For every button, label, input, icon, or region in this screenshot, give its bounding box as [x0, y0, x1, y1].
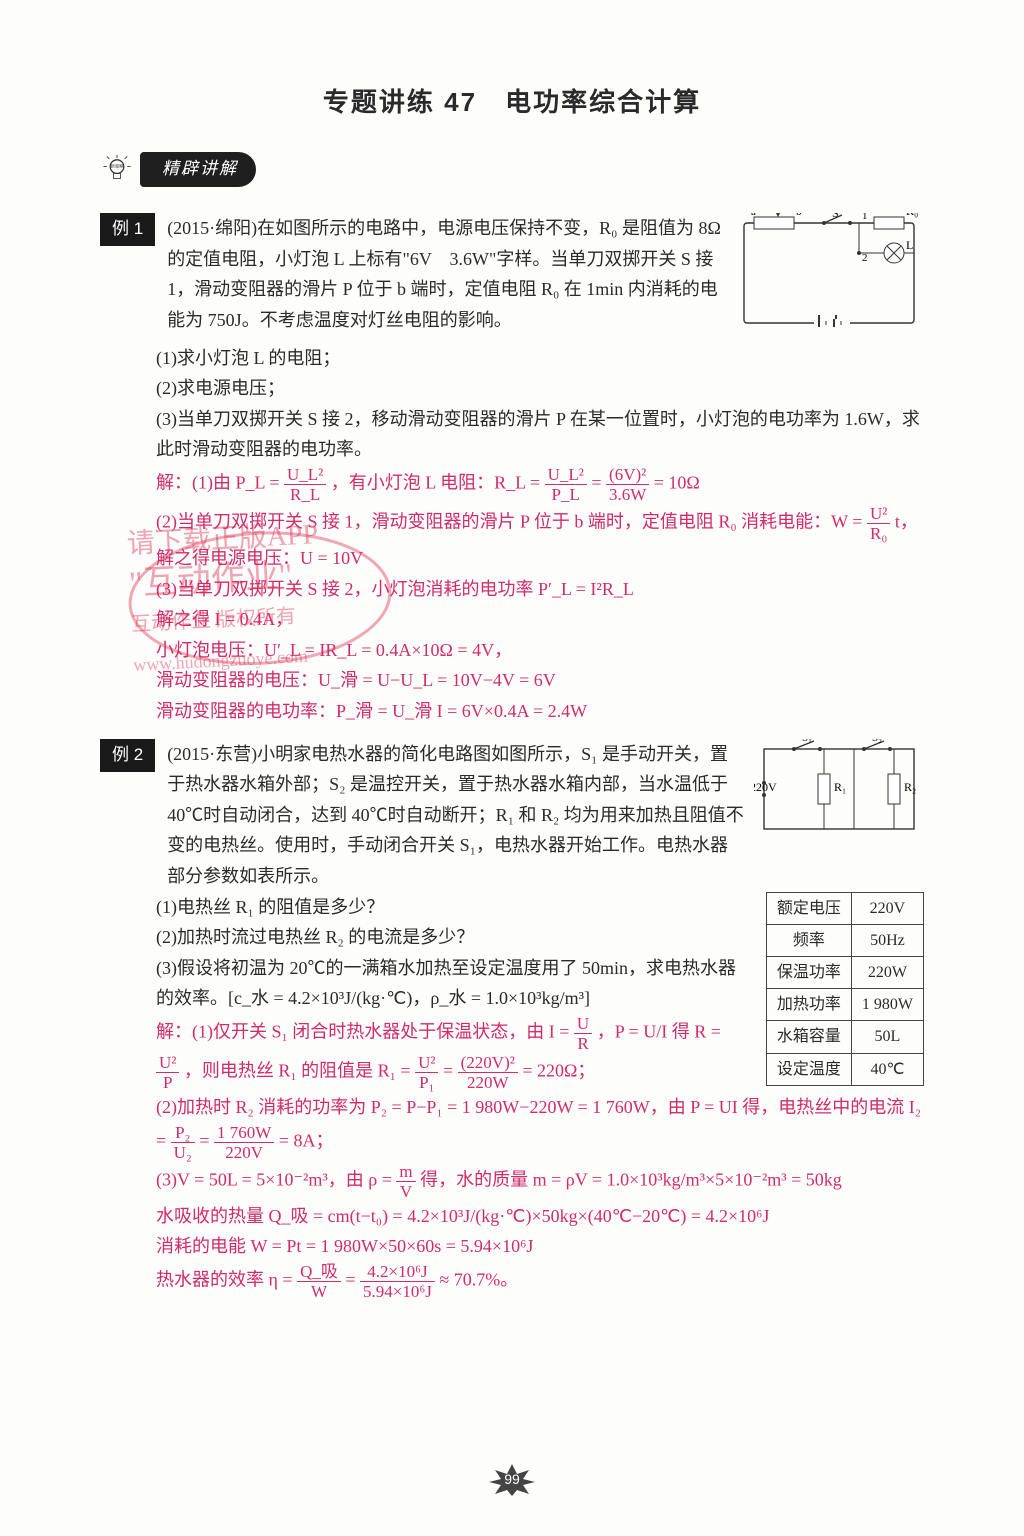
ex1-a2b: 解之得电源电压：U = 10V	[100, 543, 924, 574]
example-label: 例 1	[100, 213, 155, 246]
ex2-a2b: = P₂U₂ = 1 760W220V = 8A；	[100, 1123, 924, 1162]
table-row: 保温功率220W	[766, 956, 923, 988]
ex1-q2: (2)求电源电压；	[100, 373, 924, 404]
page-number: 99	[0, 1462, 1024, 1506]
table-row: 额定电压220V	[766, 892, 923, 924]
ex1-a3e: 滑动变阻器的电功率：P_滑 = U_滑 I = 6V×0.4A = 2.4W	[100, 696, 924, 727]
ex1-a3c: 小灯泡电压：U′_L = IR_L = 0.4A×10Ω = 4V，	[100, 635, 924, 666]
svg-text:新观察: 新观察	[111, 162, 125, 169]
ex1-q3: (3)当单刀双掷开关 S 接 2，移动滑动变阻器的滑片 P 在某一位置时，小灯泡…	[100, 404, 924, 465]
svg-text:L: L	[906, 238, 913, 252]
ex2-a2: (2)加热时 R₂ 消耗的功率为 P₂ = P−P₁ = 1 980W−220W…	[100, 1092, 924, 1123]
table-cell: 水箱容量	[766, 1021, 851, 1053]
example-1: 例 1 a P b S	[100, 213, 924, 343]
table-row: 加热功率1 980W	[766, 989, 923, 1021]
svg-text:1: 1	[862, 213, 868, 222]
ex1-q1: (1)求小灯泡 L 的电阻；	[100, 343, 924, 374]
table-cell: 220V	[851, 892, 923, 924]
ex1-a3b: 解之得 I = 0.4A，	[100, 604, 924, 635]
table-row: 设定温度40℃	[766, 1053, 923, 1085]
table-cell: 频率	[766, 924, 851, 956]
table-cell: 设定温度	[766, 1053, 851, 1085]
ex2-a3b: 水吸收的热量 Q_吸 = cm(t−t₀) = 4.2×10³J/(kg·℃)×…	[100, 1201, 924, 1232]
ex1-a3a: (3)当单刀双掷开关 S 接 2，小灯泡消耗的电功率 P′_L = I²R_L	[100, 574, 924, 605]
svg-text:2: 2	[862, 252, 868, 264]
ex1-a2: (2)当单刀双掷开关 S 接 1，滑动变阻器的滑片 P 位于 b 端时，定值电阻…	[100, 504, 924, 543]
table-cell: 50L	[851, 1021, 923, 1053]
ex2-a3c: 消耗的电能 W = Pt = 1 980W×50×60s = 5.94×10⁶J	[100, 1231, 924, 1262]
svg-text:R₁: R₁	[834, 780, 846, 794]
ex1-a1: 解：(1)由 P_L = U_L²R_L ，有小灯泡 L 电阻：R_L = U_…	[100, 465, 924, 504]
svg-text:S: S	[832, 213, 839, 220]
ex2-a3d: 热水器的效率 η = Q_吸W = 4.2×10⁶J5.94×10⁶J ≈ 70…	[100, 1262, 924, 1301]
svg-text:a: a	[751, 213, 756, 218]
lightbulb-icon: 新观察	[100, 153, 134, 187]
table-cell: 加热功率	[766, 989, 851, 1021]
parameter-table: 额定电压220V频率50Hz保温功率220W加热功率1 980W水箱容量50L设…	[766, 892, 924, 1086]
circuit-diagram-2: S₁ S₂ 220V R₁	[754, 739, 924, 849]
ex2-a3a: (3)V = 50L = 5×10⁻²m³，由 ρ = mV 得，水的质量 m …	[100, 1162, 924, 1201]
page: 专题讲练 47 电功率综合计算 新观察 精辟讲解 例 1	[0, 0, 1024, 1536]
svg-text:99: 99	[504, 1471, 520, 1487]
section-tag-label: 精辟讲解	[140, 152, 256, 187]
ex2-prompt: (2015·东营)小明家电热水器的简化电路图如图所示，S₁ 是手动开关，置于热水…	[167, 744, 744, 886]
table-cell: 保温功率	[766, 956, 851, 988]
svg-text:b: b	[796, 213, 802, 218]
ex1-a3d: 滑动变阻器的电压：U_滑 = U−U_L = 10V−4V = 6V	[100, 665, 924, 696]
table-row: 频率50Hz	[766, 924, 923, 956]
svg-text:S₂: S₂	[872, 739, 882, 744]
table-cell: 1 980W	[851, 989, 923, 1021]
lesson-title: 专题讲练 47 电功率综合计算	[100, 80, 924, 124]
svg-text:S₁: S₁	[802, 739, 812, 744]
table-cell: 50Hz	[851, 924, 923, 956]
circuit-diagram-1: a P b S 1 2 R₀	[734, 213, 924, 343]
svg-text:R₀: R₀	[906, 213, 918, 218]
section-tag: 新观察 精辟讲解	[100, 152, 256, 187]
table-cell: 40℃	[851, 1053, 923, 1085]
svg-text:R₂: R₂	[904, 780, 916, 794]
table-cell: 额定电压	[766, 892, 851, 924]
ex1-prompt: (2015·绵阳)在如图所示的电路中，电源电压保持不变，R₀ 是阻值为 8Ω 的…	[167, 218, 721, 330]
parameter-table-body: 额定电压220V频率50Hz保温功率220W加热功率1 980W水箱容量50L设…	[766, 892, 923, 1085]
table-cell: 220W	[851, 956, 923, 988]
example-label: 例 2	[100, 739, 155, 772]
starburst-icon: 99	[477, 1462, 547, 1506]
table-row: 水箱容量50L	[766, 1021, 923, 1053]
example-2: 例 2 S₁ S₂	[100, 739, 924, 892]
